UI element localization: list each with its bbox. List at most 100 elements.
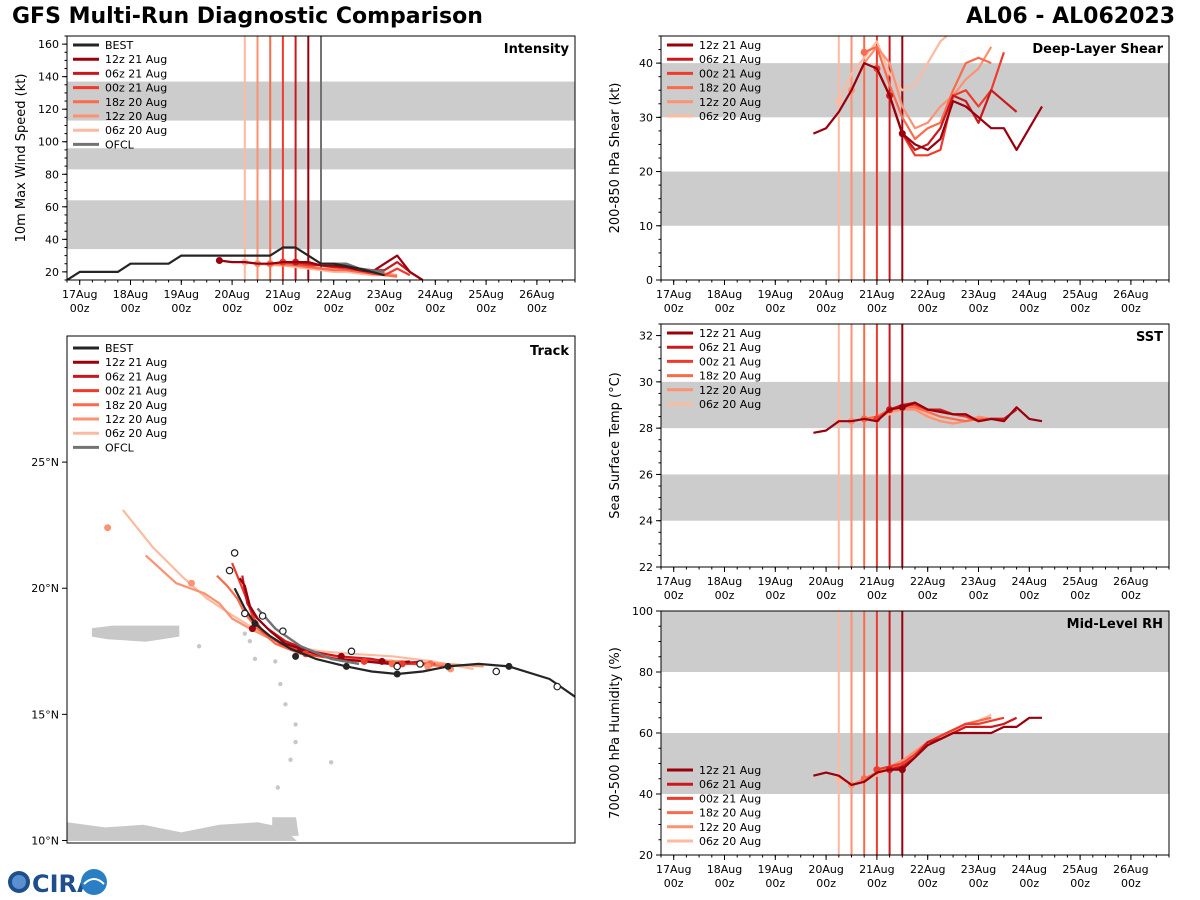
sst-xtick-label-hour: 00z bbox=[1070, 589, 1090, 602]
rh-xtick-label: 20Aug bbox=[808, 863, 843, 876]
shear-ytick-label: 40 bbox=[639, 57, 653, 70]
shear-xtick-label: 23Aug bbox=[961, 288, 996, 301]
intensity-xtick-label-hour: 00z bbox=[171, 302, 191, 315]
shear-xtick-label-hour: 00z bbox=[765, 302, 785, 315]
rh-xtick-label-hour: 00z bbox=[715, 877, 735, 890]
shear-best-series bbox=[812, 61, 904, 135]
sst-ytick-label: 32 bbox=[639, 330, 653, 343]
intensity-xtick-label: 23Aug bbox=[367, 288, 402, 301]
shear-series-3-init-dot bbox=[860, 48, 868, 56]
track-open-circle bbox=[416, 660, 424, 668]
intensity-legend-label: 18z 20 Aug bbox=[105, 96, 167, 109]
rh-xtick-label-hour: 00z bbox=[1019, 877, 1039, 890]
sst-ytick-label: 26 bbox=[639, 468, 653, 481]
sst-xtick-label: 19Aug bbox=[758, 575, 793, 588]
sst-panel: 22242628303217Aug00z18Aug00z19Aug00z20Au… bbox=[608, 323, 1170, 602]
intensity-xtick-label-hour: 00z bbox=[425, 302, 445, 315]
track-lat-label: 25°N bbox=[31, 456, 59, 469]
sst-xtick-label-hour: 00z bbox=[816, 589, 836, 602]
shear-legend-label: 18z 20 Aug bbox=[699, 82, 761, 95]
intensity-xtick-label: 17Aug bbox=[62, 288, 97, 301]
sst-plot-area bbox=[661, 324, 1169, 567]
track-legend-label: 12z 21 Aug bbox=[105, 356, 167, 369]
rh-legend-label: 06z 20 Aug bbox=[699, 835, 761, 848]
shear-xtick-label: 20Aug bbox=[808, 288, 843, 301]
sst-ytick-label: 30 bbox=[639, 376, 653, 389]
sst-xtick-label-hour: 00z bbox=[1019, 589, 1039, 602]
shear-xtick-label: 21Aug bbox=[859, 288, 894, 301]
rh-xtick-label: 19Aug bbox=[758, 863, 793, 876]
rh-xtick-label: 21Aug bbox=[859, 863, 894, 876]
sst-xtick-label: 22Aug bbox=[910, 575, 945, 588]
shear-xtick-label: 24Aug bbox=[1012, 288, 1047, 301]
sst-legend-label: 12z 21 Aug bbox=[699, 327, 761, 340]
shear-xtick-label-hour: 00z bbox=[1070, 302, 1090, 315]
shear-series-1 bbox=[888, 89, 1018, 151]
rh-xtick-label-hour: 00z bbox=[1121, 877, 1141, 890]
rh-legend-label: 00z 21 Aug bbox=[699, 792, 761, 805]
track-best-dot bbox=[444, 662, 452, 670]
rh-legend-label: 12z 21 Aug bbox=[699, 764, 761, 777]
shear-xtick-label: 18Aug bbox=[707, 288, 742, 301]
shear-xtick-label: 26Aug bbox=[1113, 288, 1148, 301]
sst-band-0 bbox=[661, 474, 1169, 521]
track-frame bbox=[66, 335, 576, 844]
track-legend-label: 12z 20 Aug bbox=[105, 413, 167, 426]
rh-plot-area bbox=[661, 611, 1169, 855]
track-run-dot bbox=[187, 579, 195, 587]
track-best-dot bbox=[292, 652, 300, 660]
island-shape bbox=[328, 760, 334, 765]
track-lat-label: 15°N bbox=[31, 708, 59, 721]
track-legend-label: OFCL bbox=[105, 441, 135, 454]
intensity-xtick-label: 18Aug bbox=[113, 288, 148, 301]
intensity-legend-label: BEST bbox=[105, 39, 133, 52]
intensity-xtick-label: 21Aug bbox=[265, 288, 300, 301]
rh-xtick-label-hour: 00z bbox=[969, 877, 989, 890]
rh-legend-label: 06z 21 Aug bbox=[699, 778, 761, 791]
shear-xtick-label-hour: 00z bbox=[969, 302, 989, 315]
page-title: GFS Multi-Run Diagnostic Comparison bbox=[12, 4, 483, 29]
shear-ylabel: 200-850 hPa Shear (kt) bbox=[608, 83, 623, 234]
cira-logo: CIRA bbox=[8, 869, 107, 898]
sst-title: SST bbox=[1136, 330, 1163, 345]
land-shape-1 bbox=[67, 822, 297, 841]
track-open-circle bbox=[279, 627, 287, 635]
shear-ytick-label: 20 bbox=[639, 166, 653, 179]
track-run-dot bbox=[360, 657, 368, 665]
rh-series-2 bbox=[876, 716, 1005, 771]
shear-legend-label: 12z 21 Aug bbox=[699, 39, 761, 52]
logo-wave-icon bbox=[83, 878, 105, 885]
intensity-xtick-label-hour: 00z bbox=[121, 302, 141, 315]
shear-xtick-label-hour: 00z bbox=[867, 302, 887, 315]
track-open-circle bbox=[393, 662, 402, 671]
shear-xtick-label: 19Aug bbox=[758, 288, 793, 301]
rh-xtick-label: 18Aug bbox=[707, 863, 742, 876]
sst-xtick-label: 21Aug bbox=[859, 575, 894, 588]
rh-band-0 bbox=[661, 733, 1169, 794]
intensity-ytick-label: 80 bbox=[45, 168, 59, 181]
intensity-xtick-label: 24Aug bbox=[418, 288, 453, 301]
track-best-dot bbox=[393, 670, 401, 678]
intensity-xtick-label-hour: 00z bbox=[273, 302, 293, 315]
rh-xtick-label: 26Aug bbox=[1113, 863, 1148, 876]
intensity-ytick-label: 20 bbox=[45, 266, 59, 279]
shear-xtick-label: 17Aug bbox=[656, 288, 691, 301]
intensity-xtick-label: 20Aug bbox=[214, 288, 249, 301]
track-plot-area bbox=[67, 509, 575, 841]
logo-globe-inner-icon bbox=[12, 875, 26, 889]
rh-xtick-label: 23Aug bbox=[961, 863, 996, 876]
island-shape bbox=[293, 739, 298, 745]
intensity-series-0-init-dot bbox=[215, 256, 223, 264]
island-shape bbox=[273, 659, 278, 664]
intensity-ytick-label: 60 bbox=[45, 201, 59, 214]
rh-series-0 bbox=[901, 716, 1042, 771]
sst-legend-label: 06z 20 Aug bbox=[699, 398, 761, 411]
shear-series-4 bbox=[850, 45, 993, 130]
intensity-ytick-label: 160 bbox=[38, 38, 59, 51]
intensity-xtick-label-hour: 00z bbox=[527, 302, 547, 315]
track-open-circle bbox=[241, 609, 249, 618]
sst-legend-label: 00z 21 Aug bbox=[699, 355, 761, 368]
rh-xtick-label-hour: 00z bbox=[816, 877, 836, 890]
sst-xtick-label-hour: 00z bbox=[765, 589, 785, 602]
